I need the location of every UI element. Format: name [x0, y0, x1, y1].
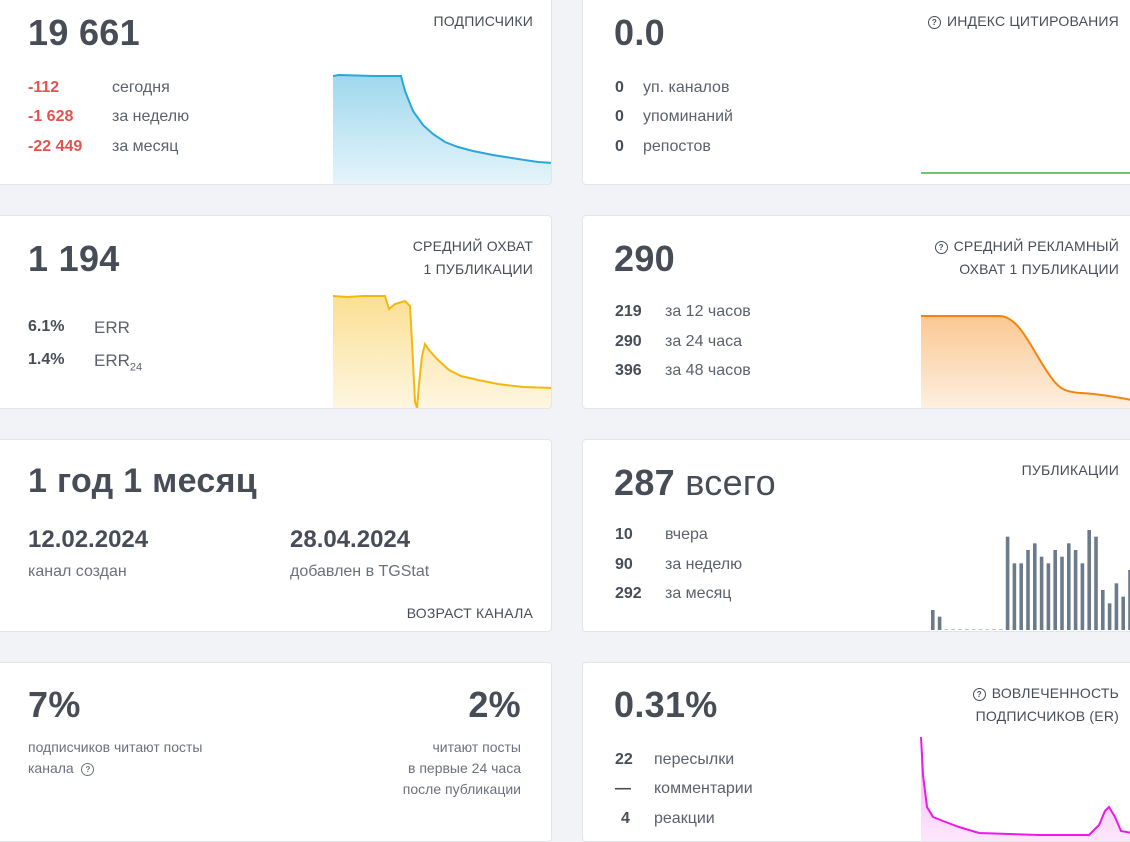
- subscribers-chart-line: [333, 73, 551, 164]
- subscribers-chart[interactable]: [333, 71, 552, 185]
- publications-bar[interactable]: [1026, 550, 1030, 630]
- publications-bar-empty[interactable]: [992, 629, 996, 630]
- publications-bar[interactable]: [1046, 563, 1051, 630]
- reach-chart[interactable]: [333, 292, 552, 409]
- publications-bar[interactable]: [937, 616, 942, 630]
- publications-bar-empty[interactable]: [965, 629, 969, 630]
- help-icon[interactable]: ?: [927, 16, 941, 29]
- help-icon[interactable]: ?: [934, 241, 948, 254]
- citation-chart[interactable]: [921, 171, 1130, 185]
- subscribers-caption: ПОДПИСЧИКИ: [433, 13, 533, 29]
- subscribers-card[interactable]: 19 661 ПОДПИСЧИКИ -112 сегодня -1 628 за…: [0, 0, 552, 185]
- engagement-caption: ? ВОВЛЕЧЕННОСТЬ ПОДПИСЧИКОВ (ER): [972, 682, 1119, 728]
- publications-bar-empty[interactable]: [944, 629, 949, 630]
- help-icon[interactable]: ?: [81, 763, 95, 776]
- subscribers-count: 19 661: [28, 12, 140, 53]
- citation-caption: ? ИНДЕКС ЦИТИРОВАНИЯ: [927, 10, 1119, 33]
- publications-bar[interactable]: [1033, 543, 1037, 630]
- added-date: 28.04.2024: [290, 526, 411, 553]
- readers-card[interactable]: 7% подписчиков читают посты канала ? 2% …: [0, 662, 552, 842]
- engagement-value: 0.31%: [614, 684, 718, 725]
- citation-index-value: 0.0: [614, 12, 665, 53]
- ad-reach-caption: ? СРЕДНИЙ РЕКЛАМНЫЙ ОХВАТ 1 ПУБЛИКАЦИИ: [934, 235, 1119, 281]
- ad-reach-chart-area: [921, 316, 1130, 408]
- reach-caption: СРЕДНИЙ ОХВАТ 1 ПУБЛИКАЦИИ: [412, 238, 533, 277]
- created-date: 12.02.2024: [28, 526, 149, 553]
- reach-chart-area: [333, 296, 551, 408]
- ad-reach-chart[interactable]: [921, 314, 1130, 409]
- publications-total: 287 всего: [614, 462, 776, 503]
- publications-bar[interactable]: [1060, 556, 1064, 630]
- engagement-chart-line: [920, 736, 1130, 836]
- readers-24h-description: читают посты в первые 24 часа после публ…: [402, 739, 521, 797]
- channel-age-caption: ВОЗРАСТ КАНАЛА: [406, 605, 533, 621]
- readers-percent: 7%: [28, 684, 81, 725]
- channel-age-card[interactable]: 1 год 1 месяц 12.02.2024 канал создан 28…: [0, 439, 552, 632]
- publications-bar-empty[interactable]: [971, 629, 976, 630]
- help-icon[interactable]: ?: [972, 688, 986, 701]
- publications-bar[interactable]: [1094, 536, 1098, 630]
- ad-reach-card[interactable]: 290 ? СРЕДНИЙ РЕКЛАМНЫЙ ОХВАТ 1 ПУБЛИКАЦИ…: [582, 215, 1130, 409]
- publications-bar[interactable]: [1128, 570, 1130, 630]
- publications-bar-empty[interactable]: [999, 629, 1003, 630]
- publications-bar[interactable]: [1073, 550, 1078, 630]
- publications-bar-chart[interactable]: [931, 524, 1130, 632]
- readers-description: подписчиков читают посты канала ?: [28, 739, 203, 776]
- reach-chart-line: [333, 295, 551, 408]
- publications-bar[interactable]: [931, 610, 935, 630]
- publications-caption: ПУБЛИКАЦИИ: [1021, 462, 1119, 478]
- publications-bar-empty[interactable]: [958, 629, 962, 630]
- publications-card[interactable]: 287 всего ПУБЛИКАЦИИ 10 вчера 90 за неде…: [582, 439, 1130, 632]
- publications-bar[interactable]: [1012, 563, 1017, 630]
- ad-reach-value: 290: [614, 238, 675, 279]
- publications-bar[interactable]: [1114, 583, 1119, 630]
- reach-card[interactable]: 1 194 СРЕДНИЙ ОХВАТ 1 ПУБЛИКАЦИИ 6.1% ER…: [0, 215, 552, 409]
- readers-24h-percent: 2%: [468, 684, 521, 725]
- publications-bar-empty[interactable]: [978, 629, 983, 630]
- publications-bar[interactable]: [1121, 596, 1125, 630]
- publications-bar-empty[interactable]: [985, 629, 989, 630]
- reach-value: 1 194: [28, 238, 120, 279]
- publications-bar[interactable]: [1005, 536, 1010, 630]
- engagement-card[interactable]: 0.31% ? ВОВЛЕЧЕННОСТЬ ПОДПИСЧИКОВ (ER) 22…: [582, 662, 1130, 842]
- subscribers-chart-area: [333, 75, 551, 184]
- publications-bar[interactable]: [1067, 543, 1071, 630]
- publications-bar[interactable]: [1087, 530, 1091, 630]
- ad-reach-chart-line: [921, 315, 1130, 401]
- publications-bar-empty[interactable]: [951, 629, 955, 630]
- engagement-chart[interactable]: [919, 735, 1130, 842]
- channel-age-value: 1 год 1 месяц: [28, 462, 257, 500]
- publications-bar[interactable]: [1080, 563, 1085, 630]
- citation-card[interactable]: 0.0 ? ИНДЕКС ЦИТИРОВАНИЯ 0 уп. каналов 0 …: [582, 0, 1130, 185]
- created-label: канал создан: [28, 563, 127, 580]
- publications-bar[interactable]: [1101, 590, 1105, 630]
- publications-bar[interactable]: [1019, 563, 1023, 630]
- added-label: добавлен в TGStat: [290, 563, 430, 580]
- publications-bar[interactable]: [1053, 550, 1057, 630]
- publications-bar[interactable]: [1039, 556, 1044, 630]
- publications-bar[interactable]: [1107, 603, 1112, 630]
